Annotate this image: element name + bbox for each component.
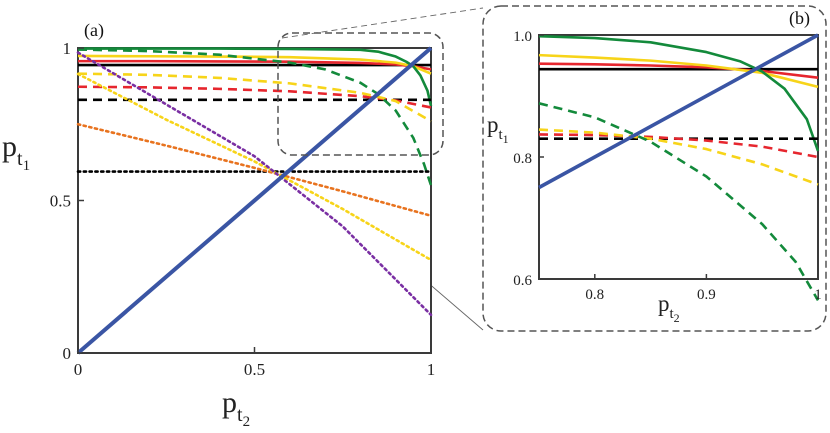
- panel-b-ticks-group: 0.8 0.9 1 0.6 0.8 1.0: [513, 29, 822, 303]
- series-green-dashed-line: [538, 102, 820, 302]
- panel-a-tag: (a): [84, 20, 104, 41]
- series-yellow-dashed-line: [77, 72, 432, 123]
- panel-a: 0 0.5 100.51 (a) pt1 pt2: [2, 20, 444, 430]
- panel-b-series-group: [538, 33, 820, 302]
- panel-a-ticks-group: 0 0.5 1 0 0.5 1: [50, 39, 436, 379]
- series-purple-dotted-line: [76, 51, 433, 317]
- panel-a-xlabel-subsub: 2: [243, 414, 251, 430]
- series-yellow-dotted-line: [76, 72, 433, 262]
- series-green-solid-line: [538, 34, 820, 152]
- panel-b-xlabel-sub: t: [670, 306, 675, 322]
- x-tick-label: 1: [814, 287, 822, 303]
- panel-a-xlabel: pt2: [222, 386, 250, 430]
- panel-a-ylabel-base: p: [2, 130, 17, 163]
- panel-a-xlabel-base: p: [222, 386, 237, 419]
- panel-b-ylabel: pt1: [487, 112, 509, 146]
- series-orange-dotted-line: [76, 122, 433, 218]
- x-tick-label: 0.5: [244, 360, 265, 379]
- zoom-region-box: [277, 32, 444, 156]
- series-green-dashed-line: [77, 48, 433, 186]
- panel-a-ylabel: pt1: [2, 130, 30, 174]
- y-tick-label: 0.5: [50, 192, 71, 211]
- series-yellow-dashed-line: [538, 128, 819, 186]
- x-tick-label: 0: [74, 360, 83, 379]
- panel-b-ylabel-sub: t: [499, 127, 504, 143]
- y-tick-label: 1: [63, 39, 72, 58]
- panel-b-xlabel: pt2: [658, 291, 680, 325]
- x-tick-label: 1: [427, 360, 436, 379]
- panel-b-xlabel-subsub: 2: [674, 311, 680, 325]
- panel-b-tag: (b): [789, 8, 810, 29]
- series-blue-solid-line: [76, 46, 433, 355]
- panel-a-series-group: [76, 46, 433, 355]
- panel-b-ylabel-base: p: [487, 112, 499, 137]
- panel-a-xlabel-sub: t: [237, 404, 243, 426]
- panel-b-xlabel-base: p: [658, 291, 670, 316]
- y-tick-label: 0.6: [513, 273, 532, 289]
- series-red-dashed-line: [538, 133, 819, 159]
- x-tick-label: 0.9: [697, 287, 716, 303]
- series-yellow-solid-line: [538, 53, 819, 89]
- y-tick-label: 0: [63, 344, 72, 363]
- panel-b: 0.8 0.9 10.60.81.0 (b) pt1 pt2: [482, 5, 827, 332]
- panel-b-ylabel-subsub: 1: [503, 132, 509, 146]
- series-red-solid-line: [538, 62, 819, 79]
- series-blue-solid-line: [538, 33, 819, 190]
- series-green-solid-line: [78, 47, 433, 107]
- panel-a-ylabel-subsub: 1: [23, 158, 31, 174]
- y-tick-label: 0.8: [513, 151, 532, 167]
- panel-a-ylabel-sub: t: [17, 148, 23, 170]
- x-tick-label: 0.8: [585, 287, 604, 303]
- y-tick-label: 1.0: [513, 29, 532, 45]
